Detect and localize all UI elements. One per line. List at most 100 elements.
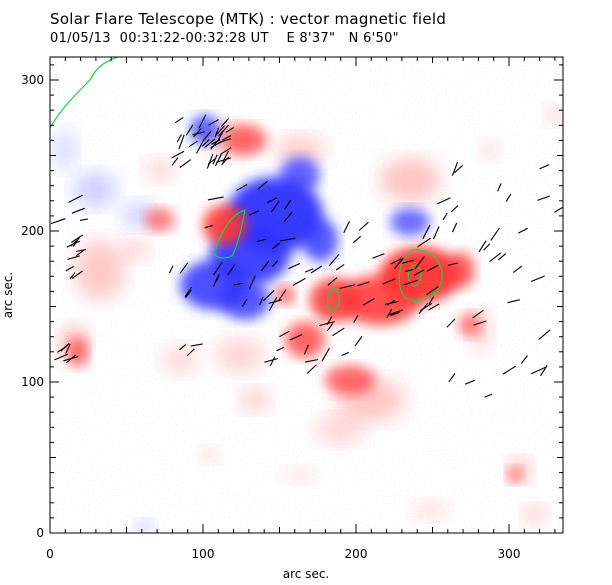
vector-dash bbox=[539, 164, 550, 170]
faint-patch bbox=[200, 447, 220, 463]
vector-dash bbox=[352, 235, 362, 244]
negative-polarity-patch bbox=[280, 157, 320, 193]
vector-dash bbox=[437, 197, 451, 205]
vector-dash bbox=[263, 290, 275, 302]
vector-dash bbox=[464, 379, 476, 385]
vector-dash bbox=[215, 273, 220, 282]
vector-dash bbox=[554, 206, 563, 213]
faint-patch bbox=[73, 172, 117, 208]
positive-polarity-patch bbox=[285, 322, 325, 358]
vector-dash bbox=[50, 218, 66, 225]
positive-polarity-patch bbox=[507, 467, 523, 483]
vector-dash bbox=[530, 275, 545, 283]
vector-dash bbox=[236, 183, 248, 191]
vector-dash bbox=[75, 248, 87, 253]
vector-dash bbox=[186, 348, 195, 356]
faint-patch bbox=[315, 415, 365, 445]
vector-dash bbox=[213, 276, 219, 287]
vector-dash bbox=[269, 356, 276, 366]
y-tick-label-0: 0 bbox=[36, 526, 44, 540]
vector-dash bbox=[472, 309, 484, 319]
vector-dash bbox=[332, 327, 345, 337]
positive-polarity-patch bbox=[275, 285, 295, 305]
vector-dash bbox=[71, 207, 85, 214]
vector-dash bbox=[452, 222, 458, 233]
vector-dash bbox=[450, 205, 459, 213]
y-tick-label-300: 300 bbox=[21, 73, 44, 87]
vector-dash bbox=[203, 131, 212, 141]
vector-dash bbox=[227, 264, 236, 276]
vector-dash bbox=[185, 124, 194, 136]
vector-dash bbox=[220, 118, 230, 127]
faint-patch bbox=[120, 238, 150, 262]
positive-polarity-patch bbox=[458, 313, 482, 337]
vector-dash bbox=[382, 278, 396, 285]
observation-latitude: N 6'50" bbox=[348, 31, 399, 46]
faint-patch bbox=[282, 467, 318, 483]
vector-dash bbox=[71, 270, 83, 279]
polarity-field bbox=[53, 105, 563, 533]
faint-patch bbox=[75, 240, 125, 300]
vector-dash bbox=[354, 335, 363, 347]
field-contour bbox=[214, 209, 246, 259]
positive-polarity-patch bbox=[445, 252, 475, 288]
vector-dash bbox=[473, 320, 487, 326]
vector-dash bbox=[68, 194, 83, 203]
axis-ticks bbox=[49, 57, 563, 534]
faint-patch bbox=[53, 130, 77, 170]
vector-dash bbox=[386, 299, 395, 306]
vector-dash bbox=[218, 138, 232, 144]
field-contour bbox=[326, 287, 340, 313]
vector-dash bbox=[268, 296, 278, 311]
vector-dash bbox=[478, 240, 487, 253]
vector-dash bbox=[448, 373, 456, 383]
vector-dash bbox=[279, 330, 290, 338]
y-axis-title: arc sec. bbox=[1, 272, 15, 318]
vector-dash bbox=[279, 237, 296, 242]
vector-dash bbox=[221, 156, 230, 166]
vector-dash bbox=[178, 134, 185, 150]
vector-dash bbox=[426, 286, 439, 296]
vector-dash bbox=[208, 119, 219, 126]
faint-patch bbox=[135, 520, 155, 533]
vector-dash bbox=[326, 316, 333, 325]
vector-dash bbox=[390, 258, 402, 265]
vector-dash bbox=[63, 355, 79, 362]
vector-dash bbox=[428, 296, 435, 305]
vector-dash bbox=[387, 309, 403, 316]
faint-patch bbox=[523, 505, 547, 525]
faint-patch bbox=[240, 388, 270, 412]
vector-dash bbox=[339, 284, 356, 289]
vector-dash bbox=[67, 255, 80, 260]
observation-info: 01/05/13 00:31:22-00:32:28 UT E 8'37" N … bbox=[50, 31, 399, 46]
vector-dash bbox=[505, 193, 512, 202]
observation-date: 01/05/13 bbox=[50, 31, 111, 46]
vector-dash bbox=[288, 262, 301, 270]
negative-polarity-patch bbox=[190, 115, 220, 145]
x-tick-label-100: 100 bbox=[192, 547, 215, 561]
faint-patch bbox=[275, 135, 325, 165]
vector-dash bbox=[266, 197, 278, 204]
vector-dash bbox=[518, 227, 528, 234]
vector-dash bbox=[401, 259, 414, 264]
vector-dash bbox=[257, 180, 268, 190]
vector-dash bbox=[321, 347, 330, 362]
plot-title: Solar Flare Telescope (MTK) : vector mag… bbox=[50, 10, 447, 28]
vector-dash bbox=[248, 210, 260, 216]
vector-dash bbox=[284, 199, 292, 210]
vector-dash bbox=[214, 125, 225, 137]
vector-dash bbox=[417, 237, 431, 248]
vector-dash bbox=[353, 315, 359, 323]
noise-texture bbox=[50, 57, 563, 533]
field-contour bbox=[50, 57, 119, 129]
vector-dash bbox=[176, 134, 182, 143]
vector-dash bbox=[310, 265, 323, 274]
vector-dash bbox=[507, 299, 520, 304]
vector-dash bbox=[192, 131, 205, 136]
vector-dash bbox=[276, 346, 285, 352]
vector-dash bbox=[442, 212, 448, 221]
positive-polarity-patch bbox=[68, 338, 88, 366]
observation-time-range: 00:31:22-00:32:28 UT bbox=[119, 31, 269, 46]
vector-dash bbox=[204, 138, 216, 148]
faint-patch bbox=[145, 158, 175, 182]
